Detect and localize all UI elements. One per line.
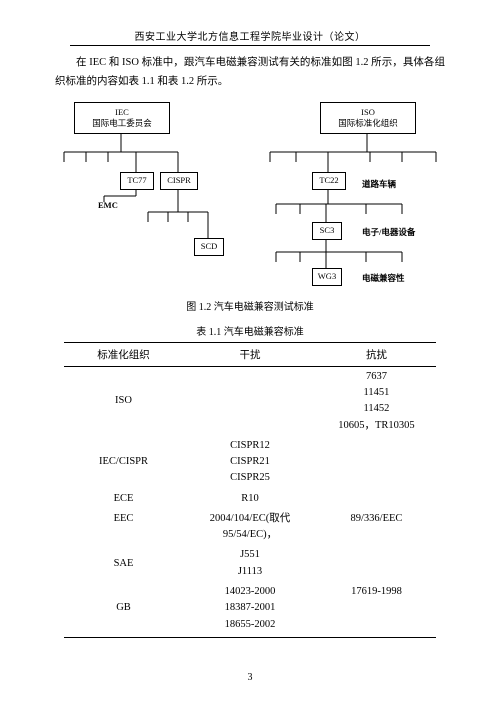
- cell-immun: [317, 489, 436, 509]
- cell-org: SAE: [64, 545, 183, 582]
- box-wg3: WG3: [312, 268, 342, 286]
- table-row: SAE J551 J1113: [64, 545, 436, 582]
- box-tc77: TC77: [120, 172, 154, 190]
- cell-immun: [317, 545, 436, 582]
- cell-org: ISO: [64, 366, 183, 436]
- cell-interf: R10: [183, 489, 317, 509]
- cell-immun: [317, 436, 436, 489]
- cell-immun: 7637 11451 11452 10605，TR10305: [317, 366, 436, 436]
- standards-table: 标准化组织 干扰 抗扰 ISO 7637 11451 11452 10605，T…: [64, 342, 436, 638]
- cell-org: EEC: [64, 509, 183, 546]
- label-elec: 电子/电器设备: [362, 226, 415, 238]
- th-interf: 干扰: [183, 342, 317, 366]
- cell-interf: 2004/104/EC(取代 95/54/EC)，: [183, 509, 317, 546]
- table-row: IEC/CISPR CISPR12 CISPR21 CISPR25: [64, 436, 436, 489]
- table-row: GB 14023-2000 18387-2001 18655-2002 1761…: [64, 582, 436, 637]
- table-row: EEC 2004/104/EC(取代 95/54/EC)， 89/336/EEC: [64, 509, 436, 546]
- table-caption: 表 1.1 汽车电磁兼容标准: [0, 323, 500, 338]
- cell-interf: CISPR12 CISPR21 CISPR25: [183, 436, 317, 489]
- page-header: 西安工业大学北方信息工程学院毕业设计（论文）: [0, 0, 500, 43]
- table-row: ISO 7637 11451 11452 10605，TR10305: [64, 366, 436, 436]
- intro-paragraph: 在 IEC 和 ISO 标准中，跟汽车电磁兼容测试有关的标准如图 1.2 所示，…: [55, 54, 445, 92]
- org-diagram: IEC 国际电工委员会 TC77 CISPR SCD ISO 国际标准化组织 T…: [50, 96, 450, 292]
- table-header-row: 标准化组织 干扰 抗扰: [64, 342, 436, 366]
- box-tc22: TC22: [312, 172, 346, 190]
- table-row: ECE R10: [64, 489, 436, 509]
- label-emc: EMC: [98, 200, 118, 210]
- cell-immun: 89/336/EEC: [317, 509, 436, 546]
- box-iso: ISO 国际标准化组织: [320, 102, 416, 134]
- cell-interf: [183, 366, 317, 436]
- th-immun: 抗扰: [317, 342, 436, 366]
- table-body: ISO 7637 11451 11452 10605，TR10305 IEC/C…: [64, 366, 436, 637]
- cell-org: ECE: [64, 489, 183, 509]
- box-iec: IEC 国际电工委员会: [74, 102, 170, 134]
- th-org: 标准化组织: [64, 342, 183, 366]
- label-road: 道路车辆: [362, 178, 396, 190]
- cell-interf: 14023-2000 18387-2001 18655-2002: [183, 582, 317, 637]
- page-number: 3: [0, 672, 500, 683]
- cell-org: IEC/CISPR: [64, 436, 183, 489]
- cell-immun: 17619-1998: [317, 582, 436, 637]
- box-sc3: SC3: [312, 222, 342, 240]
- cell-interf: J551 J1113: [183, 545, 317, 582]
- box-cispr: CISPR: [160, 172, 198, 190]
- header-rule: [70, 45, 430, 46]
- cell-org: GB: [64, 582, 183, 637]
- figure-caption: 图 1.2 汽车电磁兼容测试标准: [0, 298, 500, 313]
- label-emcomp: 电磁兼容性: [362, 272, 405, 284]
- box-scd: SCD: [194, 238, 224, 256]
